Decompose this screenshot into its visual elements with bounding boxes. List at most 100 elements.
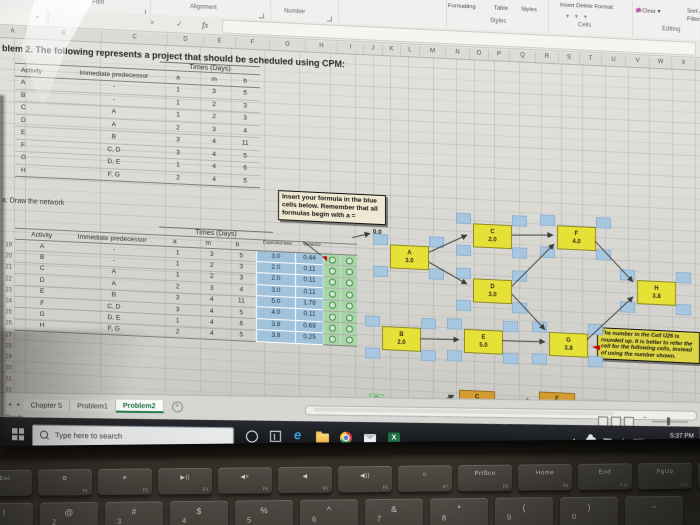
keyboard-key[interactable]: ▶|| F3 [158, 467, 212, 495]
task-view-icon[interactable] [270, 430, 281, 442]
sort-filter-button[interactable]: Sort & [687, 8, 700, 15]
network-node-C[interactable]: C 2.0 [456, 212, 527, 259]
row-header[interactable]: 30 [5, 365, 12, 372]
blue-cell[interactable] [373, 265, 388, 278]
sheet-tab-chapter5[interactable]: Chapter 5 [23, 398, 71, 411]
dialog-launcher-icon[interactable] [259, 13, 264, 19]
tab-nav-left-icon[interactable]: ◂ [8, 401, 12, 409]
keyboard-key[interactable]: ◀× F4 [218, 467, 272, 494]
keyboard-key[interactable]: ⚙ F1 [38, 469, 92, 496]
cell-styles-button[interactable]: Styles [521, 6, 537, 14]
keyboard-key[interactable]: * 8 [430, 497, 488, 525]
worksheet-grid[interactable]: 19 20 21 22 23 24 25 26 27 28 29 30 31 32 blem 2. The… [0, 37, 700, 453]
row-header[interactable]: 19 [5, 242, 12, 249]
check-cell[interactable] [323, 311, 341, 323]
check-cell[interactable] [323, 299, 341, 311]
edge-icon[interactable]: e [294, 427, 302, 443]
variance-cell[interactable]: 0.25 [294, 332, 324, 345]
blue-cell[interactable] [596, 249, 611, 261]
keyboard-key[interactable]: #3 [105, 501, 163, 525]
conditional-formatting-button[interactable]: Formatting [448, 3, 476, 11]
keyboard-key[interactable]: Home F9 [518, 464, 572, 491]
row-header[interactable]: 31 [5, 376, 12, 383]
row-header[interactable]: 22 [5, 275, 12, 283]
blue-cell[interactable] [588, 323, 603, 336]
keyboard-key[interactable]: PrtScn F8 [458, 464, 512, 492]
cells-dropdown-arrows[interactable]: ▾▾▾ [566, 13, 593, 21]
scrollbar-thumb[interactable] [314, 407, 614, 416]
keyboard-key[interactable]: (9 [495, 497, 553, 525]
keyboard-key[interactable]: % 5 [235, 499, 293, 525]
row-header[interactable]: 26 [5, 320, 12, 327]
name-box-arrow-icon[interactable]: ▾ [36, 14, 40, 21]
row-header[interactable]: 27 [5, 331, 12, 339]
row-header[interactable]: 29 [5, 354, 12, 361]
horizontal-scrollbar[interactable] [305, 405, 697, 421]
file-explorer-icon[interactable] [316, 433, 329, 443]
enter-icon[interactable]: ✓ [176, 19, 183, 29]
blue-cell[interactable] [620, 269, 635, 281]
blue-cell[interactable] [588, 355, 603, 368]
blue-cell[interactable] [596, 217, 611, 229]
dialog-launcher-icon[interactable] [327, 16, 332, 22]
network-node-G[interactable]: G 3.8 [532, 321, 603, 368]
check-cell[interactable] [340, 289, 358, 301]
blue-cell[interactable] [421, 349, 436, 362]
keyboard-key[interactable]: @2 [40, 501, 98, 525]
new-sheet-button[interactable]: + [171, 400, 183, 413]
blue-cell[interactable] [365, 347, 380, 359]
windows-start-icon[interactable] [12, 428, 24, 441]
row-header[interactable]: 20 [5, 253, 12, 260]
keyboard-key[interactable]: PgUp F11 [638, 462, 692, 490]
cancel-icon[interactable]: × [150, 18, 155, 28]
check-cell[interactable] [340, 277, 358, 290]
network-node-A[interactable]: A 3.0 [373, 233, 444, 280]
check-cell[interactable] [323, 254, 341, 266]
column-header[interactable]: J [364, 43, 383, 56]
cortana-icon[interactable] [246, 430, 258, 443]
row-header[interactable]: 21 [5, 264, 12, 271]
blue-cell[interactable] [365, 315, 380, 327]
network-node-H[interactable]: H 3.8 [620, 269, 691, 316]
keyboard-key[interactable]: $4 [170, 500, 228, 525]
network-node-E[interactable]: E 5.0 [447, 318, 518, 365]
blue-cell[interactable] [456, 244, 471, 257]
rounding-note-box[interactable]: The number in the Cell U26 is rounded up… [597, 327, 700, 365]
sort-filter-button-line2[interactable]: Filter [687, 16, 700, 24]
row-header[interactable]: 28 [5, 342, 12, 350]
keyboard-key[interactable]: !1 [0, 502, 33, 525]
sheet-tab-problem2[interactable]: Problem2 [115, 399, 164, 413]
clear-button[interactable]: Clear ▾ [635, 7, 660, 15]
blue-cell[interactable] [676, 271, 691, 284]
keyboard-key[interactable]: ◀)) F6 [338, 465, 392, 493]
blue-cell[interactable] [676, 303, 691, 316]
column-header[interactable]: O [470, 48, 489, 61]
blue-cell[interactable] [540, 246, 555, 259]
expected-time-cell[interactable]: 3.8 [256, 330, 295, 344]
keyboard-key[interactable]: Esc [0, 469, 32, 497]
blue-cell[interactable] [456, 299, 471, 312]
blue-cell[interactable] [620, 301, 635, 313]
check-cell[interactable] [323, 277, 341, 289]
blue-cell[interactable] [503, 320, 518, 333]
blue-cell[interactable] [447, 318, 462, 330]
blue-cell[interactable] [512, 215, 527, 227]
check-cell[interactable] [340, 300, 358, 312]
cells-buttons[interactable]: Insert Delete Format [560, 2, 613, 11]
blue-cell[interactable] [421, 317, 436, 330]
blue-cell[interactable] [512, 247, 527, 259]
name-box[interactable] [0, 7, 47, 27]
keyboard-key[interactable]: End F10 [578, 463, 632, 490]
check-cell[interactable] [340, 266, 358, 278]
network-node-D[interactable]: D 3.0 [456, 267, 527, 314]
blue-cell[interactable] [456, 212, 471, 225]
sheet-tab-problem1[interactable]: Problem1 [70, 399, 116, 412]
keyboard-key[interactable]: ☼ F7 [398, 465, 452, 492]
check-cell[interactable] [340, 255, 358, 267]
check-cell[interactable] [323, 288, 341, 300]
blue-cell[interactable] [429, 236, 444, 248]
row-header[interactable]: 24 [5, 298, 12, 305]
blue-cell[interactable] [373, 233, 388, 246]
blue-cell[interactable] [512, 270, 527, 282]
formula-note-box[interactable]: Insert your formula in the blue cells be… [278, 190, 386, 225]
